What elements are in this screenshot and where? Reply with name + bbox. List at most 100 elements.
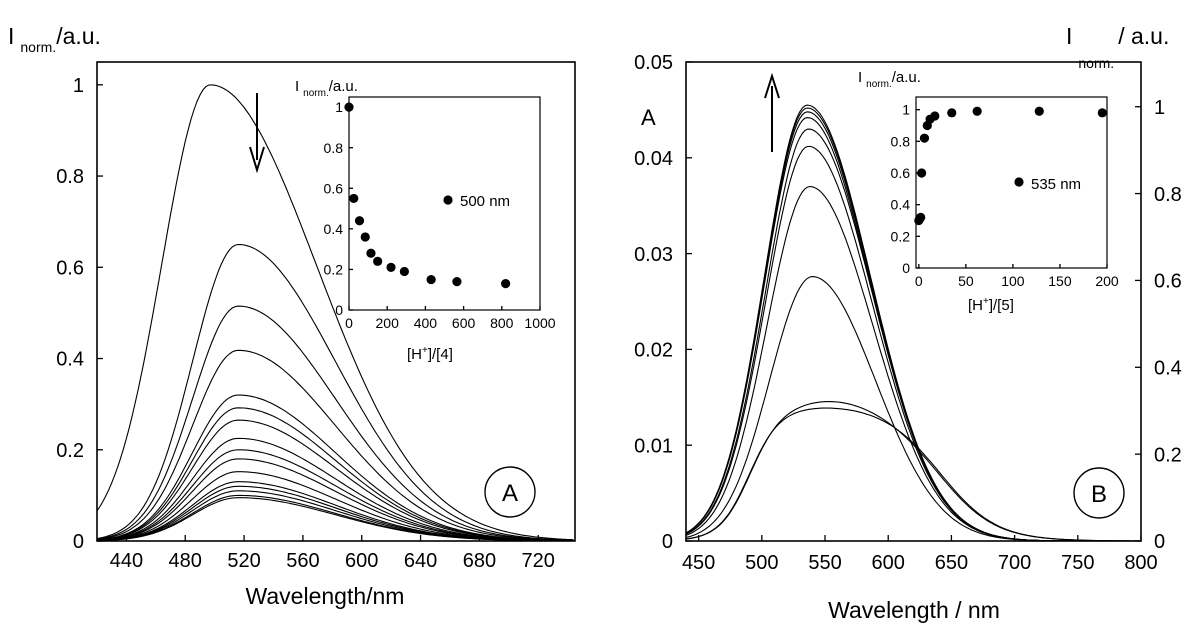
panel-b-inset-frame [915, 96, 1108, 269]
panel-a-inset-point [354, 216, 365, 226]
panel-a-y-tick-label: 1 [73, 75, 84, 97]
panel-a-inset-x-tick-label: 200 [376, 315, 400, 331]
panel-a-inset-y-tick-label: 1 [335, 99, 343, 115]
panel-b-inset-y-tick-label: 0.4 [891, 197, 911, 213]
panel-a-x-tick-label: 560 [286, 550, 319, 572]
panel-b-y-tick-label: 0.01 [634, 435, 673, 457]
panel-a-inset-x-tick-label: 600 [452, 315, 476, 331]
panel-b-y-tick-label: 0.03 [634, 244, 673, 266]
panel-b-inset-point [916, 212, 926, 222]
panel-b-inset-y-axis: 0 0.2 0.4 0.6 0.8 1 [891, 102, 920, 276]
panel-b-y-tick-label: 0 [662, 531, 673, 553]
panel-b-inset-y-tick-label: 0.2 [891, 228, 911, 244]
panel-a-inset-point [360, 232, 370, 242]
panel-b-x-tick-label: 650 [935, 552, 968, 574]
panel-b-right-y-tick-label: 1 [1154, 97, 1165, 119]
panel-b-inset-x-label: [H+]/[5] [968, 296, 1014, 314]
panel-a: 440 480 520 560 600 640 680 720 00.20.40.60.81 … [8, 23, 576, 609]
panel-a-inset-frame [348, 96, 541, 311]
panel-a-inset-x-tick-label: 800 [490, 315, 514, 331]
panel-b-x-tick-label: 500 [745, 552, 778, 574]
panel-b-series-10 [685, 104, 1141, 542]
panel-b-inset-legend-marker [1014, 177, 1024, 187]
panel-a-inset-y-tick-label: 0.2 [324, 261, 344, 277]
panel-a-inset-y-tick-label: 0.4 [324, 221, 344, 237]
panel-a-inset-point [373, 256, 383, 266]
panel-b-inset-x-tick-label: 0 [915, 273, 923, 289]
panel-b-inset-point [917, 168, 927, 178]
panel-b-y-axis-right: 0 0.2 0.4 0.6 0.8 1 [1135, 97, 1182, 553]
panel-a-curves [96, 84, 574, 542]
panel-b-inset-point [930, 111, 940, 121]
panel-b-curves [685, 104, 1141, 542]
panel-b-y-tick-label: 0.02 [634, 340, 673, 362]
panel-b-y-tick-label: 0.04 [634, 148, 673, 170]
panel-b-x-tick-label: 800 [1124, 552, 1157, 574]
panel-a-inset-point [399, 266, 409, 277]
panel-b-right-y-tick-label: 0.8 [1154, 184, 1182, 206]
panel-a-x-tick-label: 600 [345, 550, 378, 572]
panel-a-series-4 [96, 349, 574, 542]
panel-b-inset-y-tick-label: 0.6 [891, 165, 911, 181]
panel-a-series-2 [96, 243, 574, 541]
panel-b-right-y-tick-label: 0.2 [1154, 444, 1182, 466]
panel-a-inset-point [366, 248, 376, 258]
panel-b-right-y-tick-label: 0.6 [1154, 271, 1182, 293]
panel-b-right-y-tick-label: 0.4 [1154, 357, 1182, 379]
panel-b-x-label: Wavelength / nm [828, 597, 1000, 623]
panel-b-y-tick-label: 0.05 [634, 52, 673, 74]
panel-a-x-tick-label: 680 [463, 550, 496, 572]
panel-b-plot-frame [685, 61, 1142, 542]
panel-b-series-3 [685, 276, 1141, 542]
panel-a-inset-x-tick-label: 1000 [524, 315, 555, 331]
panel-b-inset-points [914, 106, 1107, 226]
panel-b-y-label-left: A [641, 105, 656, 130]
panel-a-badge-label: A [502, 480, 518, 507]
panel-a-y-tick-label: 0.2 [56, 440, 84, 462]
panel-b-x-tick-label: 550 [808, 552, 841, 574]
panel-b-right-y-tick-label: 0 [1154, 531, 1165, 553]
panel-a-inset-y-tick-label: 0.6 [324, 180, 344, 196]
panel-b-series-1 [685, 407, 1141, 542]
panel-a-y-tick-label: 0.4 [56, 349, 84, 371]
panel-a-series-16 [97, 497, 574, 542]
panel-a-inset-point [452, 277, 462, 287]
panel-a-inset-x-tick-label: 0 [345, 315, 353, 331]
panel-b-inset-x-axis: 0 50 100 150 200 [915, 264, 1119, 289]
panel-b-inset-x-tick-label: 200 [1095, 273, 1119, 289]
panel-a-inset-x-axis: 0 200 400 600 800 1000 [345, 306, 556, 331]
panel-b-inset-y-tick-label: 0.8 [891, 133, 911, 149]
panel-a-x-tick-label: 440 [110, 550, 143, 572]
panel-b-inset-x-tick-label: 100 [1001, 273, 1025, 289]
panel-b-badge: B [1073, 467, 1125, 519]
panel-b-inset-y-tick-label: 1 [902, 102, 910, 118]
panel-a-x-label: Wavelength/nm [246, 583, 405, 609]
panel-a-inset-legend-label: 500 nm [460, 193, 510, 210]
panel-b-inset-x-tick-label: 50 [958, 273, 974, 289]
panel-b-inset-x-tick-label: 150 [1048, 273, 1072, 289]
panel-a-x-tick-label: 720 [522, 550, 555, 572]
panel-b-x-tick-label: 750 [1061, 552, 1094, 574]
panel-a-arrow [249, 93, 265, 174]
panel-a-inset-point [349, 193, 359, 204]
panel-a-series-3 [96, 305, 574, 541]
panel-b: 450 500 550 600 650 700 750 800 00.010.020.030.… [634, 23, 1182, 623]
panel-b-x-tick-label: 600 [872, 552, 905, 574]
panel-a-badge: A [484, 466, 536, 518]
panel-a-series-1 [96, 84, 574, 541]
panel-b-inset-y-tick-label: 0 [902, 260, 910, 276]
panel-a-plot-frame [96, 61, 576, 542]
panel-a-y-tick-label: 0.8 [56, 166, 84, 188]
panel-b-inset-point [947, 108, 957, 118]
panel-b-inset-point [1097, 108, 1107, 118]
panel-a-x-tick-label: 480 [169, 550, 202, 572]
panel-b-series-2 [685, 401, 1141, 542]
panel-b-y-label-right: Inorm./ a.u. [1066, 23, 1169, 71]
panel-a-inset-point [501, 279, 511, 289]
panel-a-inset-legend-marker [443, 195, 453, 205]
